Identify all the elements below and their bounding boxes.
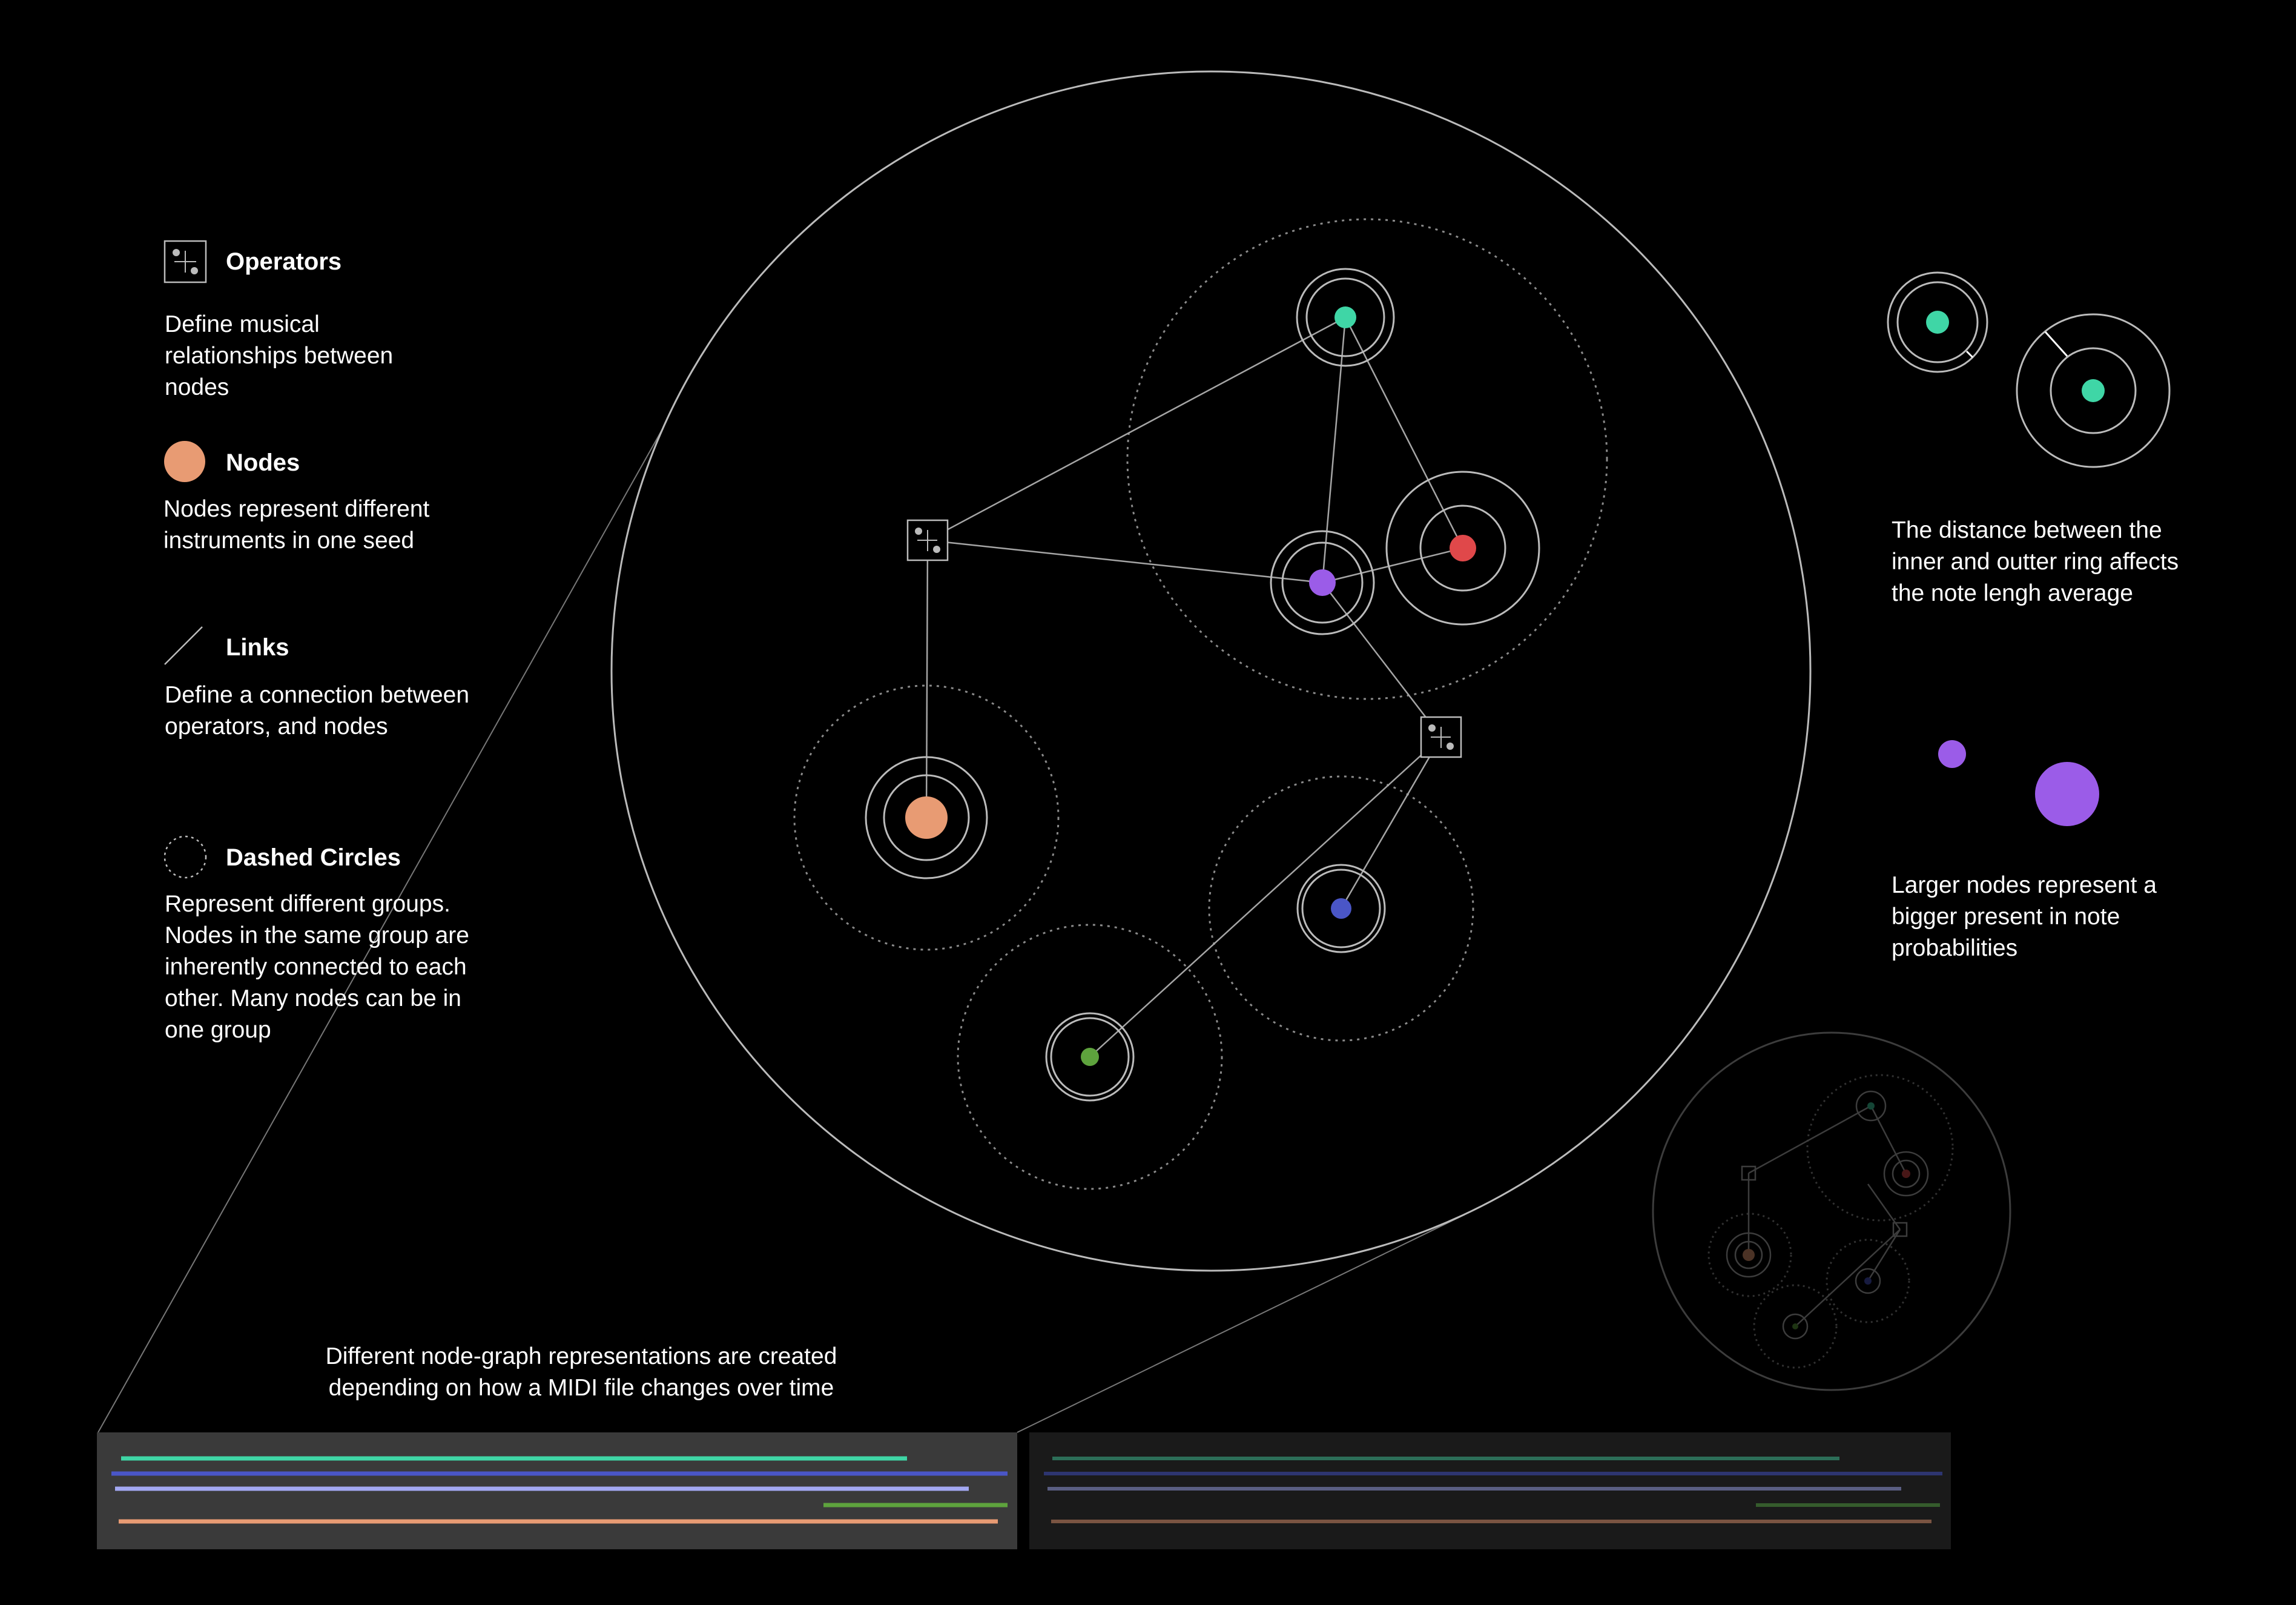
group-circle-green <box>957 924 1223 1190</box>
projection-line-left <box>97 411 673 1433</box>
legend-dashed-desc: Represent different groups. Nodes in the… <box>165 891 469 1043</box>
ring-example-large <box>2016 313 2171 468</box>
legend-operators-desc: Define musical relationships between nod… <box>165 311 394 400</box>
operator-right <box>1420 716 1462 758</box>
legend-operators-title: Operators <box>226 248 342 275</box>
node-blue <box>1296 864 1386 953</box>
operator-left <box>906 519 949 561</box>
node-purple <box>1270 530 1375 635</box>
timeline-panel-active <box>97 1432 1017 1549</box>
operator-icon <box>163 240 207 283</box>
legend-links-title: Links <box>226 634 289 661</box>
node-orange <box>865 756 988 879</box>
group-circle-blue <box>1208 775 1474 1042</box>
ring-distance-note: The distance between the inner and outte… <box>1892 517 2179 606</box>
node-icon <box>164 441 205 482</box>
timeline-caption: Different node-graph representations are… <box>325 1343 837 1401</box>
node-size-large <box>2035 762 2099 826</box>
node-green <box>1045 1012 1135 1102</box>
group-circle-orange <box>793 684 1060 951</box>
node-teal <box>1296 268 1395 367</box>
legend-links-desc: Define a connection between operators, a… <box>165 682 470 740</box>
legend-nodes-desc: Nodes represent different instruments in… <box>163 496 430 554</box>
node-red <box>1385 471 1540 626</box>
legend-nodes-title: Nodes <box>226 449 300 476</box>
legend-dashed-title: Dashed Circles <box>226 844 401 871</box>
group-circles <box>793 218 1608 1190</box>
node-size-small <box>1938 740 1966 768</box>
timeline-panel-inactive <box>1029 1432 1951 1549</box>
projection-line-right <box>1017 1214 1466 1433</box>
link-icon <box>164 626 203 665</box>
node-size-note: Larger nodes represent a bigger present … <box>1892 872 2157 961</box>
links <box>925 316 1464 1057</box>
main-graph-circle <box>610 70 1812 1272</box>
dashed-circle-icon <box>163 835 207 879</box>
ring-example-small <box>1887 271 1988 373</box>
mini-graph <box>1652 1031 2011 1391</box>
group-circle-top <box>1126 218 1608 700</box>
